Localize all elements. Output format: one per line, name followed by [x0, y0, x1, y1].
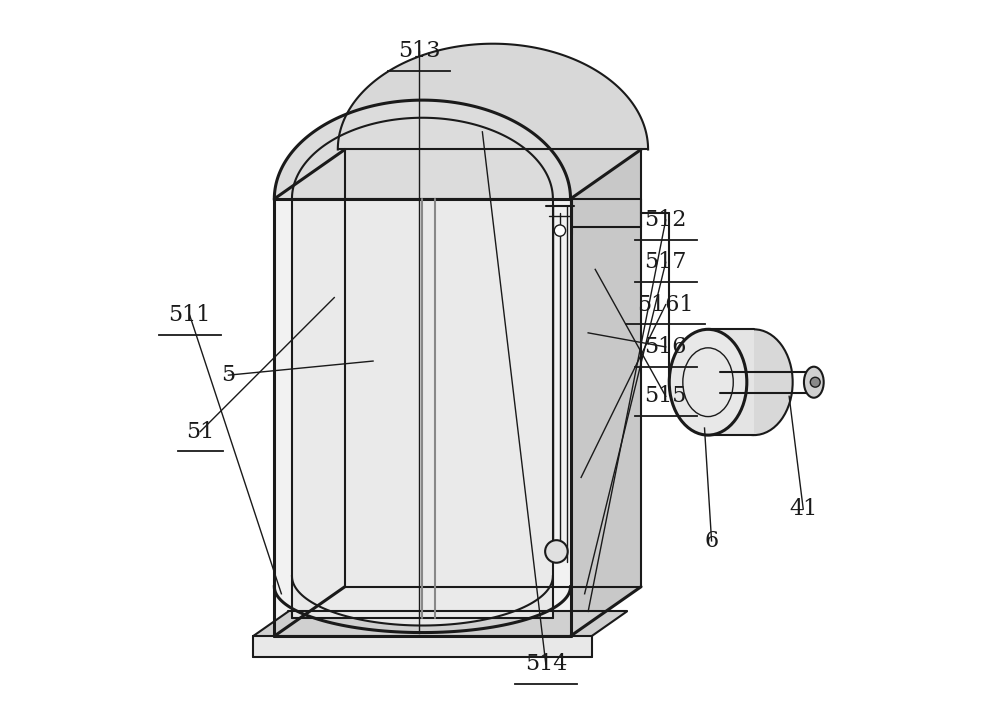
- Text: 5161: 5161: [637, 294, 694, 316]
- Polygon shape: [274, 100, 571, 199]
- Text: 6: 6: [705, 530, 719, 552]
- Text: 51: 51: [186, 421, 214, 442]
- Ellipse shape: [669, 329, 747, 435]
- Polygon shape: [274, 199, 571, 636]
- Polygon shape: [345, 149, 641, 587]
- Polygon shape: [274, 149, 641, 199]
- Polygon shape: [292, 576, 553, 625]
- Text: 517: 517: [645, 251, 687, 273]
- Text: 514: 514: [525, 653, 567, 675]
- Polygon shape: [253, 612, 627, 636]
- Text: 511: 511: [169, 304, 211, 326]
- Text: 5: 5: [221, 364, 236, 386]
- Polygon shape: [253, 636, 592, 657]
- Text: 512: 512: [645, 209, 687, 231]
- Polygon shape: [571, 149, 641, 636]
- Polygon shape: [338, 44, 648, 149]
- Polygon shape: [708, 329, 754, 435]
- Ellipse shape: [804, 367, 824, 398]
- Text: 513: 513: [398, 40, 440, 62]
- Ellipse shape: [715, 329, 793, 435]
- Text: 41: 41: [789, 498, 817, 520]
- Text: 516: 516: [645, 336, 687, 358]
- Circle shape: [545, 540, 568, 563]
- Circle shape: [554, 225, 566, 236]
- Circle shape: [810, 377, 820, 387]
- Text: 515: 515: [645, 385, 687, 407]
- Polygon shape: [292, 199, 553, 619]
